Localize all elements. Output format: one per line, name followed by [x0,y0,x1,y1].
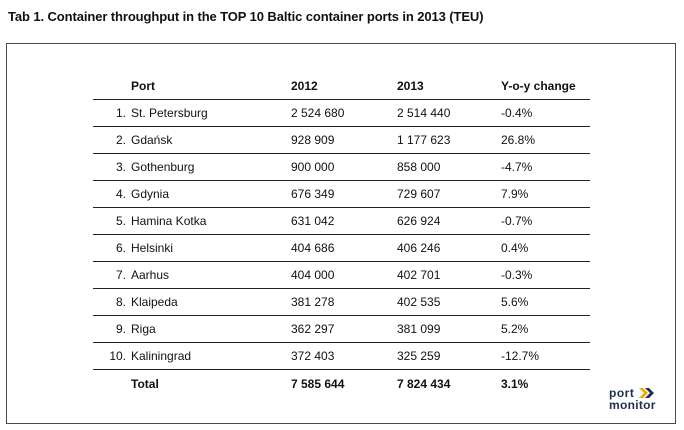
table-row: 8. Klaipeda 381 278 402 535 5.6% [93,288,590,316]
value-2012: 372 403 [291,342,397,370]
chevron-arrows-icon [639,388,654,398]
total-2012: 7 585 644 [291,376,345,391]
header-num [93,73,126,100]
total-label: Total [131,376,159,391]
port-name: Klaipeda [126,288,291,316]
yoy-change: 5.6% [501,288,590,316]
port-name: Gothenburg [126,153,291,181]
value-2013: 406 246 [397,234,501,262]
value-2013: 729 607 [397,180,501,208]
page-title: Tab 1. Container throughput in the TOP 1… [8,9,484,24]
total-2013: 7 824 434 [397,376,451,391]
value-2012: 404 000 [291,261,397,289]
value-2012: 2 524 680 [291,99,397,127]
port-name: Gdynia [126,180,291,208]
yoy-change: 0.4% [501,234,590,262]
value-2013: 402 701 [397,261,501,289]
row-num: 8. [93,288,126,316]
table-header-row: Port 2012 2013 Y-o-y change [93,73,590,100]
port-name: Riga [126,315,291,343]
row-num: 3. [93,153,126,181]
yoy-change: -4.7% [501,153,590,181]
row-num: 4. [93,180,126,208]
yoy-change: -0.3% [501,261,590,289]
total-row: Total 7 585 644 7 824 434 3.1% [93,370,590,398]
yoy-change: 5.2% [501,315,590,343]
header-2013: 2013 [397,73,501,100]
table-row: 4. Gdynia 676 349 729 607 7.9% [93,180,590,208]
yoy-change: -12.7% [501,342,590,370]
port-name: St. Petersburg [126,99,291,127]
row-num: 10. [93,342,126,370]
header-2012: 2012 [291,73,397,100]
value-2013: 325 259 [397,342,501,370]
table-row: 9. Riga 362 297 381 099 5.2% [93,315,590,343]
value-2012: 381 278 [291,288,397,316]
table-row: 2. Gdańsk 928 909 1 177 623 26.8% [93,126,590,154]
port-name: Aarhus [126,261,291,289]
total-yoy: 3.1% [501,376,529,391]
table-row: 5. Hamina Kotka 631 042 626 924 -0.7% [93,207,590,235]
table-row: 7. Aarhus 404 000 402 701 -0.3% [93,261,590,289]
port-name: Hamina Kotka [126,207,291,235]
total-num [93,370,126,398]
table-row: 1. St. Petersburg 2 524 680 2 514 440 -0.4% [93,99,590,127]
table-frame [6,43,676,424]
table-row: 3. Gothenburg 900 000 858 000 -4.7% [93,153,590,181]
value-2013: 858 000 [397,153,501,181]
value-2013: 2 514 440 [397,99,501,127]
logo-word-port: port [609,386,635,400]
header-port: Port [126,73,291,100]
value-2012: 928 909 [291,126,397,154]
value-2013: 402 535 [397,288,501,316]
value-2013: 381 099 [397,315,501,343]
row-num: 1. [93,99,126,127]
port-name: Helsinki [126,234,291,262]
port-name: Gdańsk [126,126,291,154]
logo-word-monitor: monitor [609,398,656,412]
yoy-change: -0.4% [501,99,590,127]
value-2013: 1 177 623 [397,126,501,154]
value-2012: 404 686 [291,234,397,262]
value-2012: 676 349 [291,180,397,208]
table-row: 10. Kaliningrad 372 403 325 259 -12.7% [93,342,590,370]
row-num: 6. [93,234,126,262]
yoy-change: -0.7% [501,207,590,235]
throughput-table: Port 2012 2013 Y-o-y change 1. St. Peters… [93,73,590,397]
yoy-change: 7.9% [501,180,590,208]
value-2012: 631 042 [291,207,397,235]
row-num: 9. [93,315,126,343]
value-2013: 626 924 [397,207,501,235]
header-yoy: Y-o-y change [501,73,590,100]
port-monitor-logo: port monitor [609,386,669,416]
value-2012: 362 297 [291,315,397,343]
row-num: 7. [93,261,126,289]
port-name: Kaliningrad [126,342,291,370]
value-2012: 900 000 [291,153,397,181]
yoy-change: 26.8% [501,126,590,154]
row-num: 5. [93,207,126,235]
table-row: 6. Helsinki 404 686 406 246 0.4% [93,234,590,262]
row-num: 2. [93,126,126,154]
